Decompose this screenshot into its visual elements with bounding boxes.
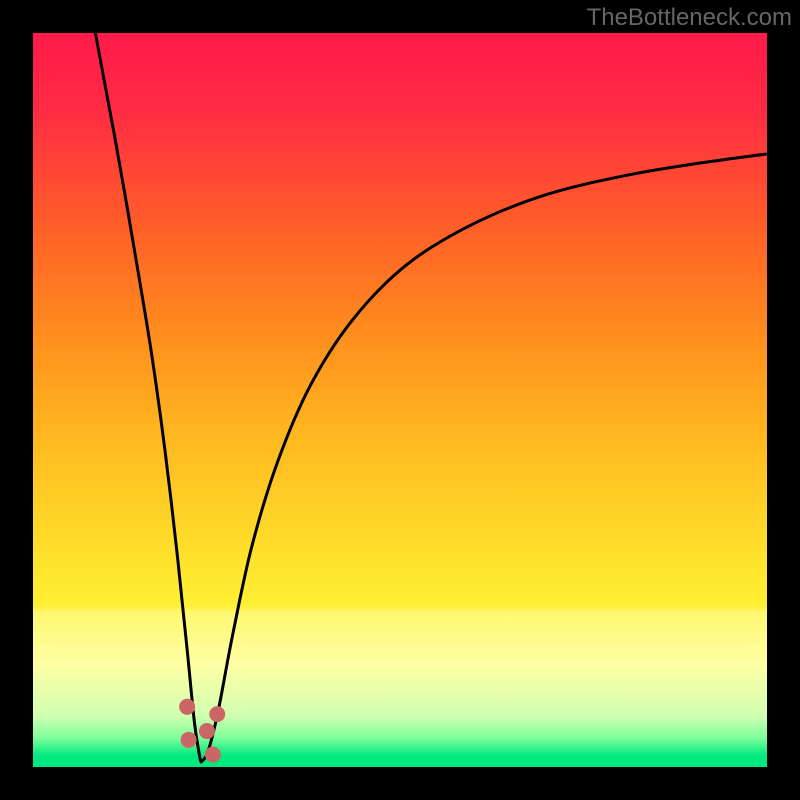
- marker-point: [205, 747, 221, 763]
- chart-stage: TheBottleneck.com: [0, 0, 800, 800]
- marker-point: [179, 699, 195, 715]
- marker-point: [209, 706, 225, 722]
- chart-background: [33, 33, 767, 767]
- chart-svg: [0, 0, 800, 800]
- watermark-text: TheBottleneck.com: [587, 4, 792, 32]
- marker-point: [181, 732, 197, 748]
- marker-point: [199, 723, 215, 739]
